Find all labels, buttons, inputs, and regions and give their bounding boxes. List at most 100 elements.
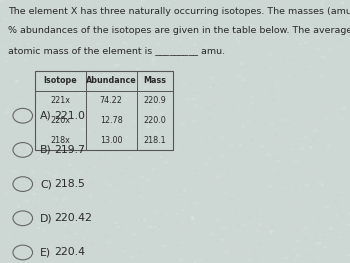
Bar xyxy=(157,225,161,228)
Bar xyxy=(346,254,350,256)
Bar xyxy=(123,119,125,120)
Bar xyxy=(102,145,104,146)
Bar xyxy=(293,49,298,52)
Bar xyxy=(289,43,292,44)
Bar xyxy=(145,175,148,177)
Bar xyxy=(113,212,117,215)
Bar xyxy=(209,86,212,88)
Bar xyxy=(109,100,112,103)
Bar xyxy=(201,125,204,128)
Bar xyxy=(175,159,180,162)
Bar xyxy=(320,60,323,63)
Bar xyxy=(219,242,221,243)
Bar xyxy=(105,137,107,138)
Bar xyxy=(164,128,167,130)
Bar xyxy=(349,50,350,52)
Bar xyxy=(178,77,182,80)
Bar xyxy=(321,184,324,186)
Bar xyxy=(110,231,112,233)
Bar xyxy=(36,36,39,38)
Bar xyxy=(191,1,195,4)
Bar xyxy=(221,143,224,145)
Bar xyxy=(203,14,206,17)
Bar xyxy=(183,258,184,260)
Text: Mass: Mass xyxy=(144,76,166,85)
Bar xyxy=(187,224,189,226)
Bar xyxy=(138,250,141,253)
Bar xyxy=(198,190,202,193)
Bar xyxy=(117,159,119,161)
Bar xyxy=(61,147,63,149)
Bar xyxy=(257,230,260,232)
Bar xyxy=(213,197,215,199)
Bar xyxy=(103,73,106,75)
Text: Isotope: Isotope xyxy=(43,76,77,85)
Bar xyxy=(223,155,226,157)
Bar xyxy=(320,111,322,113)
Bar xyxy=(273,236,275,237)
Bar xyxy=(40,34,44,37)
Bar xyxy=(100,251,103,253)
Bar xyxy=(332,252,336,255)
Bar xyxy=(309,145,312,147)
Bar xyxy=(300,55,303,57)
Bar xyxy=(180,4,183,6)
Bar xyxy=(190,89,193,91)
Bar xyxy=(194,261,196,262)
Bar xyxy=(234,211,238,214)
Bar xyxy=(228,32,232,35)
Bar xyxy=(62,63,66,65)
Bar xyxy=(223,193,226,195)
Bar xyxy=(248,252,252,255)
Bar xyxy=(152,38,154,40)
Bar xyxy=(337,193,341,196)
Bar xyxy=(230,198,232,200)
Bar xyxy=(217,113,219,115)
Bar xyxy=(147,160,149,162)
Bar xyxy=(164,144,167,146)
Bar xyxy=(114,13,116,14)
Bar xyxy=(223,131,225,133)
Bar xyxy=(304,41,308,44)
Bar xyxy=(107,53,110,55)
Bar xyxy=(166,93,170,96)
Bar xyxy=(107,151,111,154)
Bar xyxy=(232,205,236,209)
Bar xyxy=(318,198,320,199)
Bar xyxy=(264,58,267,61)
Bar xyxy=(192,105,196,108)
Bar xyxy=(80,241,83,243)
Bar xyxy=(204,239,208,241)
Bar xyxy=(117,68,120,70)
Bar xyxy=(13,24,15,26)
Bar xyxy=(335,129,338,132)
Bar xyxy=(7,62,9,63)
Bar xyxy=(5,18,9,21)
Bar xyxy=(228,121,230,123)
Bar xyxy=(290,148,293,150)
Bar xyxy=(255,236,258,238)
Bar xyxy=(183,204,186,207)
Bar xyxy=(243,126,245,128)
Bar xyxy=(210,77,213,79)
Bar xyxy=(234,249,238,251)
Bar xyxy=(106,132,109,134)
Bar xyxy=(132,145,134,146)
Bar xyxy=(215,215,218,217)
Bar xyxy=(270,123,274,126)
Bar xyxy=(36,222,40,225)
Bar xyxy=(190,95,192,97)
Bar xyxy=(195,169,199,172)
Bar xyxy=(103,84,106,86)
Bar xyxy=(4,224,8,227)
Bar xyxy=(334,54,337,56)
Bar xyxy=(108,14,112,16)
Bar xyxy=(220,195,224,198)
Bar xyxy=(96,43,99,45)
Bar xyxy=(316,170,320,173)
Bar xyxy=(213,184,215,185)
Bar xyxy=(151,59,155,62)
Bar xyxy=(103,143,106,146)
Bar xyxy=(107,163,111,166)
Bar xyxy=(21,77,23,78)
